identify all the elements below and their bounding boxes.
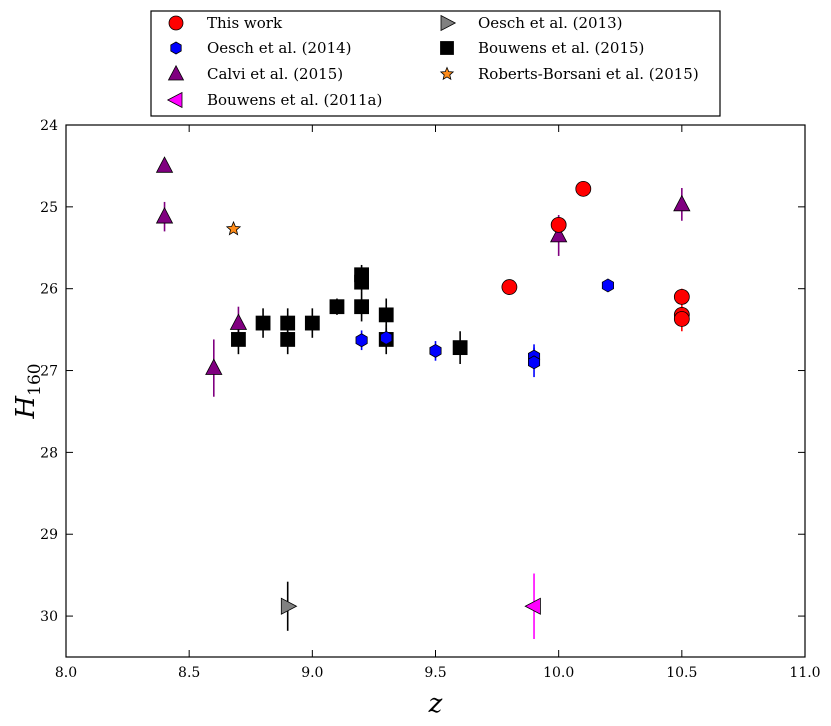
data-point — [280, 332, 296, 347]
x-tick-label: 10.0 — [543, 665, 574, 681]
legend-label: Roberts-Borsani et al. (2015) — [478, 65, 699, 83]
data-point — [673, 288, 690, 305]
data-point — [304, 315, 320, 331]
legend-label: Oesch et al. (2014) — [207, 39, 352, 57]
y-tick-label: 28 — [40, 445, 58, 461]
data-point — [673, 311, 690, 327]
legend-marker — [166, 91, 183, 109]
data-point — [205, 358, 223, 375]
data-point — [355, 333, 368, 348]
legend-label: Calvi et al. (2015) — [207, 65, 343, 83]
legend-item: Oesch et al. (2013) — [440, 14, 623, 32]
data-point — [601, 278, 614, 293]
legend: This work Oesch et al. (2013) Oesch et al.… — [150, 10, 721, 117]
data-point — [225, 220, 242, 236]
data-point — [229, 313, 248, 330]
data-point — [329, 299, 345, 315]
data-point — [280, 315, 296, 331]
legend-label: Oesch et al. (2013) — [478, 14, 623, 32]
data-point — [528, 355, 541, 370]
y-tick-label: 26 — [40, 282, 58, 298]
x-axis-label: z — [428, 689, 443, 719]
series-bouwens-et-al-2011a — [524, 597, 541, 615]
x-tick-label: 9.5 — [424, 665, 446, 681]
data-point — [501, 279, 518, 295]
y-axis-label-subscript: 160 — [25, 363, 45, 395]
data-point — [429, 343, 442, 358]
y-axis-label: H160 — [11, 363, 45, 419]
series-calvi-et-al-2015 — [155, 156, 691, 375]
data-point — [380, 330, 393, 345]
legend-label: This work — [207, 14, 283, 32]
data-point — [524, 597, 541, 615]
data-point — [550, 225, 568, 243]
legend-item: This work — [168, 14, 283, 32]
axis-labels: z H160 — [11, 363, 443, 719]
legend-item: Calvi et al. (2015) — [167, 64, 343, 83]
series-oesch-et-al-2013 — [280, 597, 298, 615]
data-point — [231, 332, 246, 347]
x-tick-label: 8.0 — [55, 665, 77, 681]
data-point — [155, 207, 174, 224]
y-tick-label: 30 — [40, 609, 58, 625]
x-tick-label: 8.5 — [178, 665, 200, 681]
data-point — [550, 216, 567, 233]
data-point — [255, 315, 271, 331]
y-tick-label: 27 — [40, 364, 58, 380]
data-point — [673, 194, 691, 212]
series-oesch-et-al-2014 — [355, 278, 614, 370]
data-point — [155, 156, 174, 173]
x-tick-label: 10.5 — [666, 665, 697, 681]
data-point — [354, 274, 370, 290]
legend-label: Bouwens et al. (2015) — [478, 39, 644, 57]
data-point — [452, 340, 468, 356]
legend-box — [150, 10, 721, 117]
data-points — [155, 156, 691, 615]
y-tick-label: 25 — [40, 200, 58, 216]
data-point — [378, 307, 394, 323]
data-point — [575, 180, 592, 197]
legend-item: Roberts-Borsani et al. (2015) — [439, 65, 699, 83]
legend-marker — [168, 15, 184, 31]
y-tick-label: 29 — [40, 527, 58, 543]
legend-marker — [440, 41, 454, 55]
axis-ticks: 8.0 8.5 9.0 9.5 10.0 10.5 11.0 24 25 26 27 28 29 30 — [40, 118, 820, 681]
legend-marker — [440, 14, 457, 32]
legend-item: Oesch et al. (2014) — [170, 39, 352, 57]
legend-label: Bouwens et al. (2011a) — [207, 91, 382, 109]
y-axis-label-main: H — [11, 395, 41, 420]
legend-marker — [170, 41, 182, 55]
legend-item: Bouwens et al. (2011a) — [166, 91, 382, 109]
series-roberts-borsani-et-al-2015 — [225, 220, 242, 236]
legend-item: Bouwens et al. (2015) — [440, 39, 644, 57]
x-tick-label: 9.0 — [301, 665, 323, 681]
x-tick-label: 11.0 — [789, 665, 820, 681]
data-point — [354, 299, 370, 315]
data-point — [280, 597, 298, 615]
legend-marker — [439, 66, 455, 81]
series-this-work — [501, 180, 690, 327]
y-tick-label: 24 — [40, 118, 58, 134]
legend-marker — [167, 64, 185, 81]
plot-area — [155, 156, 691, 639]
